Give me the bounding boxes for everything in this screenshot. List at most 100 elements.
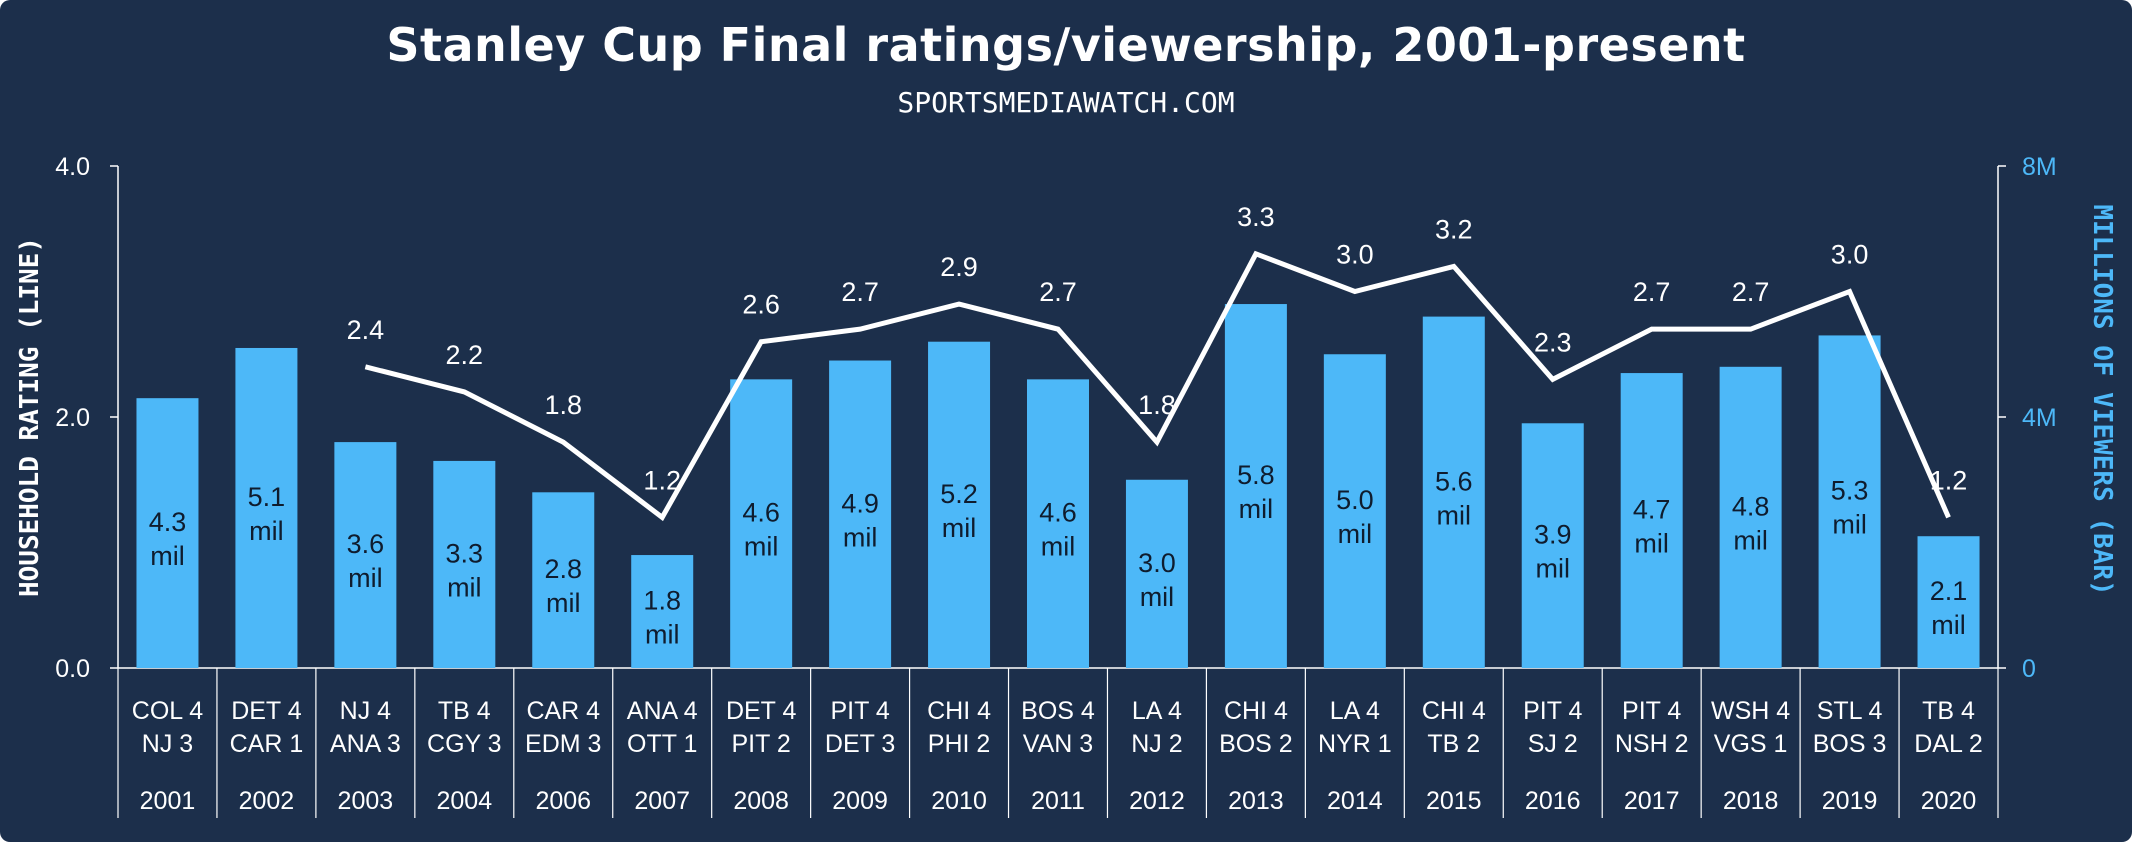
bar	[334, 442, 397, 668]
line-data-label: 2.7	[1039, 277, 1077, 307]
bar-data-label-unit: mil	[546, 588, 581, 618]
x-matchup-label-bottom: BOS 2	[1219, 730, 1293, 758]
x-matchup-label-top: TB 4	[1922, 697, 1975, 725]
line-data-label: 2.9	[940, 252, 978, 282]
axes-layer: 0.0 2.0 4.0 0 4M 8M HOUSEHOLD RATING (LI…	[15, 153, 2117, 818]
line-data-label: 2.7	[1633, 277, 1671, 307]
bar-data-label-unit: mil	[1338, 519, 1373, 549]
bar	[235, 347, 298, 668]
bar	[928, 341, 991, 668]
x-matchup-label-bottom: ANA 3	[330, 730, 401, 758]
x-matchup-label-bottom: NYR 1	[1318, 730, 1392, 758]
chart-subtitle: SPORTSMEDIAWATCH.COM	[897, 86, 1235, 119]
right-tick-label-4: 4M	[2022, 404, 2057, 432]
bar	[433, 460, 496, 668]
x-matchup-label-bottom: SJ 2	[1528, 730, 1578, 758]
bar-data-label: 5.0	[1336, 485, 1374, 515]
line-data-label: 2.3	[1534, 327, 1572, 357]
x-matchup-label-top: PIT 4	[1622, 697, 1681, 725]
x-tick-label: 2001	[140, 787, 196, 815]
left-tick-label-2: 2.0	[55, 404, 90, 432]
x-tick-label: 2013	[1228, 787, 1284, 815]
line-data-label: 3.0	[1336, 240, 1374, 270]
bar-data-label-unit: mil	[447, 572, 482, 602]
x-matchup-label-top: TB 4	[438, 697, 491, 725]
bar-data-label: 4.9	[841, 488, 879, 518]
x-matchup-label-bottom: VAN 3	[1023, 730, 1093, 758]
bar-data-label-unit: mil	[1437, 500, 1472, 530]
bar	[532, 492, 595, 668]
line-data-label: 1.8	[544, 390, 582, 420]
bar-data-label-unit: mil	[645, 620, 680, 650]
bar	[631, 555, 694, 668]
x-matchup-label-top: DET 4	[231, 697, 301, 725]
x-matchup-label-top: PIT 4	[830, 697, 889, 725]
bar-data-label-unit: mil	[1733, 525, 1768, 555]
bar	[1521, 423, 1584, 668]
bar-data-label-unit: mil	[1832, 510, 1867, 540]
bars-layer	[136, 304, 1980, 668]
line-data-label: 1.8	[1138, 390, 1176, 420]
right-tick-label-0: 0	[2022, 655, 2036, 683]
bar-data-label-unit: mil	[843, 522, 878, 552]
x-tick-label: 2015	[1426, 787, 1482, 815]
line-data-label: 2.6	[742, 290, 780, 320]
line-data-label: 2.7	[841, 277, 879, 307]
bar-data-label: 5.3	[1831, 476, 1869, 506]
x-matchup-label-bottom: EDM 3	[525, 730, 601, 758]
x-matchup-label-top: LA 4	[1132, 697, 1182, 725]
x-matchup-label-top: CHI 4	[1224, 697, 1288, 725]
x-matchup-label-top: LA 4	[1330, 697, 1380, 725]
x-tick-label: 2008	[733, 787, 789, 815]
line-data-label: 3.0	[1831, 240, 1869, 270]
x-matchup-label-bottom: CGY 3	[427, 730, 502, 758]
bar-data-label: 5.1	[248, 482, 286, 512]
x-matchup-label-bottom: PHI 2	[928, 730, 991, 758]
x-matchup-label-bottom: OTT 1	[627, 730, 697, 758]
x-matchup-label-bottom: TB 2	[1427, 730, 1480, 758]
line-data-label: 3.3	[1237, 202, 1275, 232]
line-data-label: 1.2	[1930, 465, 1968, 495]
bar-data-label: 3.3	[446, 538, 484, 568]
bar-data-label: 5.6	[1435, 466, 1473, 496]
bar-data-label-unit: mil	[150, 541, 185, 571]
bar-data-label-unit: mil	[1041, 532, 1076, 562]
x-tick-label: 2018	[1723, 787, 1779, 815]
bar	[1719, 366, 1782, 668]
y-axis-label: HOUSEHOLD RATING (LINE)	[15, 237, 45, 597]
bar-data-label: 5.2	[940, 479, 978, 509]
x-matchup-label-top: CAR 4	[526, 697, 600, 725]
x-matchup-label-bottom: VGS 1	[1714, 730, 1788, 758]
x-tick-label: 2010	[931, 787, 987, 815]
bar-data-label: 3.9	[1534, 520, 1572, 550]
bar	[1224, 304, 1287, 668]
x-matchup-label-top: DET 4	[726, 697, 796, 725]
bar-data-label: 2.1	[1930, 576, 1968, 606]
x-matchup-label-top: CHI 4	[1422, 697, 1486, 725]
line-data-label: 2.7	[1732, 277, 1770, 307]
bar-data-label-unit: mil	[348, 563, 383, 593]
left-tick-label-4: 4.0	[55, 153, 90, 181]
bar-data-label-unit: mil	[1931, 610, 1966, 640]
bar	[136, 398, 199, 668]
bar-data-label-unit: mil	[1140, 582, 1175, 612]
x-matchup-label-top: ANA 4	[627, 697, 698, 725]
x-tick-label: 2007	[634, 787, 690, 815]
bar-data-label: 4.6	[742, 498, 780, 528]
y2-axis-label: MILLIONS OF VIEWERS (BAR)	[2087, 204, 2117, 595]
x-tick-label: 2019	[1822, 787, 1878, 815]
x-matchup-label-top: BOS 4	[1021, 697, 1095, 725]
x-tick-label: 2004	[437, 787, 493, 815]
x-matchup-label-bottom: PIT 2	[732, 730, 791, 758]
bar	[1620, 373, 1683, 668]
bar-data-label: 4.8	[1732, 491, 1770, 521]
bar	[1422, 316, 1485, 668]
bar	[829, 360, 892, 668]
bar	[1818, 335, 1881, 668]
line-data-label: 2.2	[446, 340, 484, 370]
line-layer	[364, 250, 1951, 522]
line-data-label: 3.2	[1435, 214, 1473, 244]
x-tick-label: 2003	[338, 787, 394, 815]
x-matchup-label-top: WSH 4	[1711, 697, 1790, 725]
